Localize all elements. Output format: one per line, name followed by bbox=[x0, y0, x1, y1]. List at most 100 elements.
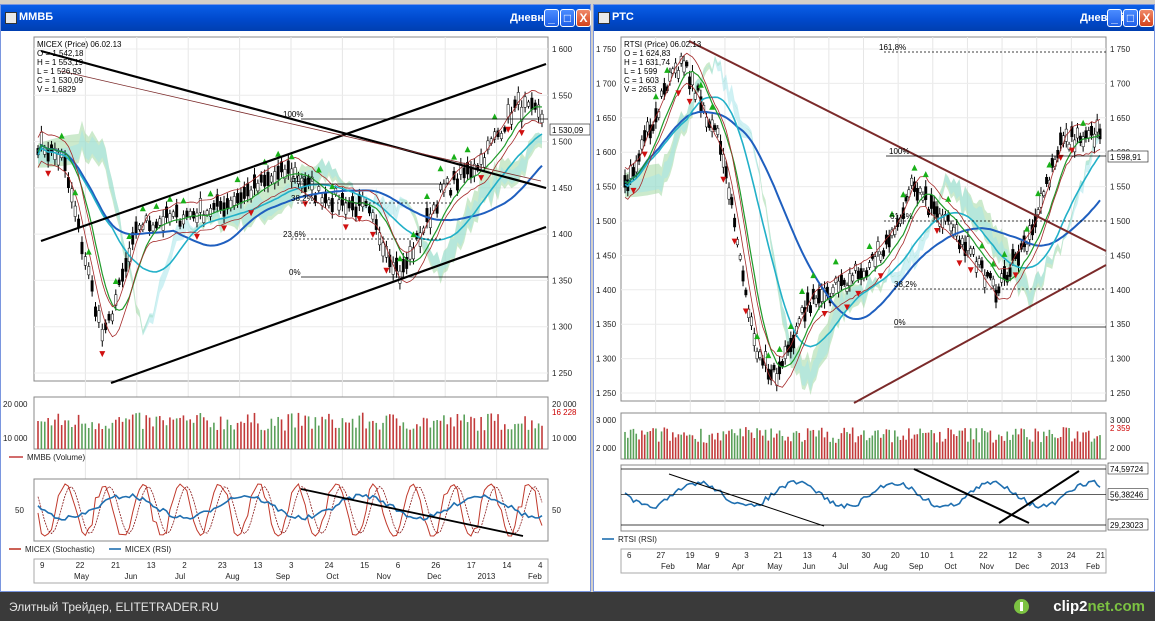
candle-body bbox=[1081, 136, 1085, 147]
price-info-line: V = 2653 bbox=[624, 85, 657, 94]
y-tick-label: 1 650 bbox=[1110, 114, 1131, 123]
left-window-title: ММВБ bbox=[19, 11, 54, 23]
trend-line bbox=[688, 40, 1107, 252]
rsi-value: 74,59724 bbox=[1110, 465, 1144, 474]
candle-body bbox=[283, 169, 287, 179]
candle-body bbox=[97, 310, 101, 323]
candle-body bbox=[422, 227, 426, 234]
candle-body bbox=[70, 188, 74, 203]
candle-body bbox=[192, 211, 196, 219]
candle-body bbox=[46, 148, 50, 162]
y-tick-label: 1 450 bbox=[596, 251, 617, 260]
time-axis-month: Dec bbox=[427, 572, 441, 581]
candle-body bbox=[300, 178, 304, 189]
candle-body bbox=[242, 187, 246, 199]
candle-body bbox=[682, 60, 686, 73]
candle-body bbox=[1090, 125, 1094, 136]
candle-body bbox=[983, 275, 987, 288]
y-tick-label: 1 350 bbox=[1110, 320, 1131, 329]
right-title-bar[interactable]: РТС Дневной _ □ X bbox=[594, 5, 1154, 31]
osc-tick-label: 50 bbox=[552, 506, 561, 515]
fractal-up-arrow bbox=[911, 164, 918, 171]
candle-body bbox=[747, 308, 751, 318]
time-axis-day: 15 bbox=[360, 561, 369, 570]
rsi-value-tag bbox=[1107, 518, 1149, 531]
fractal-up-arrow bbox=[451, 153, 458, 160]
y-tick-label: 1 550 bbox=[596, 183, 617, 192]
time-axis-day: 23 bbox=[218, 561, 227, 570]
fractal-up-arrow bbox=[139, 205, 146, 212]
candle-body bbox=[696, 85, 700, 91]
chart-window-icon bbox=[598, 12, 610, 24]
fractal-down-arrow bbox=[686, 98, 693, 105]
last-price-value: 1 598,91 bbox=[1110, 153, 1142, 162]
right-close-button[interactable]: X bbox=[1139, 9, 1154, 27]
candle-body bbox=[56, 153, 60, 166]
candle-body bbox=[276, 165, 280, 180]
candle-body bbox=[388, 254, 392, 268]
left-minimize-button[interactable]: _ bbox=[544, 9, 559, 27]
candle-body bbox=[486, 140, 490, 151]
candle-body bbox=[713, 125, 717, 130]
candle-body bbox=[750, 316, 753, 326]
fractal-up-arrow bbox=[315, 166, 322, 173]
fibonacci-level-label: 61,8% bbox=[291, 175, 314, 184]
fractal-down-arrow bbox=[731, 238, 738, 245]
fractal-up-arrow bbox=[1035, 190, 1042, 197]
fractal-down-arrow bbox=[630, 187, 637, 194]
candle-body bbox=[391, 262, 395, 275]
candle-body bbox=[249, 189, 253, 199]
price-info-line: L = 1 599 bbox=[624, 67, 658, 76]
left-close-button[interactable]: X bbox=[576, 9, 591, 27]
candle-body bbox=[114, 294, 118, 306]
micex-chart-canvas[interactable]: 1 600 1 550 1 500 1 450 1 400 1 350 1 300 1 250… bbox=[1, 31, 590, 591]
fractal-up-arrow bbox=[491, 113, 498, 120]
clip2net-logo-icon bbox=[1014, 599, 1029, 614]
candle-body bbox=[716, 127, 720, 135]
candle-body bbox=[643, 130, 647, 142]
time-axis-month: Feb bbox=[661, 562, 675, 571]
candle-body bbox=[87, 266, 91, 276]
fractal-down-arrow bbox=[193, 233, 200, 240]
time-axis-month: Nov bbox=[980, 562, 994, 571]
candle-body bbox=[727, 187, 731, 200]
status-caption: Элитный Трейдер, ELITETRADER.RU bbox=[9, 600, 219, 614]
right-maximize-button[interactable]: □ bbox=[1123, 9, 1138, 27]
y-tick-label: 1 250 bbox=[596, 389, 617, 398]
price-info-line: L = 1 526,93 bbox=[37, 67, 82, 76]
candle-body bbox=[772, 364, 776, 371]
left-title-bar[interactable]: ММВБ Дневной _ □ X bbox=[1, 5, 591, 31]
candle-body bbox=[107, 313, 111, 321]
fractal-up-arrow bbox=[396, 255, 403, 262]
candle-body bbox=[949, 223, 953, 232]
clip2net-brand[interactable]: clip2net.com bbox=[1053, 598, 1145, 615]
fractal-up-arrow bbox=[329, 183, 336, 190]
time-axis-month: 2013 bbox=[478, 572, 496, 581]
volume-tick-label: 2 000 bbox=[1110, 444, 1131, 453]
right-minimize-button[interactable]: _ bbox=[1107, 9, 1122, 27]
candle-body bbox=[516, 92, 520, 105]
left-maximize-button[interactable]: □ bbox=[560, 9, 575, 27]
micex-chart-window[interactable]: ММВБ Дневной _ □ X 1 600 1 550 1 500 1 450 1 4… bbox=[0, 4, 591, 592]
volume-tick-label: 10 000 bbox=[3, 434, 28, 443]
y-tick-label: 1 300 bbox=[596, 355, 617, 364]
candle-body bbox=[724, 166, 728, 179]
time-axis-month: May bbox=[74, 572, 89, 581]
fibonacci-level-label: 0% bbox=[894, 318, 906, 327]
candle-body bbox=[320, 197, 324, 207]
last-price-tag bbox=[1107, 150, 1149, 163]
moving-average-long bbox=[624, 110, 1101, 320]
time-axis-day: 4 bbox=[538, 561, 543, 570]
time-axis-day: 22 bbox=[979, 551, 988, 560]
volume-tick-label: 3 000 bbox=[596, 416, 617, 425]
time-axis-day: 10 bbox=[920, 551, 929, 560]
trend-line bbox=[853, 264, 1107, 404]
candle-body bbox=[168, 213, 172, 222]
trend-line bbox=[110, 225, 547, 385]
y-tick-label: 1 400 bbox=[596, 286, 617, 295]
rts-chart-window[interactable]: РТС Дневной _ □ X 1 750 1 750 1 700 1 700 1 65… bbox=[593, 4, 1155, 592]
volume-tick-label: 10 000 bbox=[552, 434, 577, 443]
fractal-down-arrow bbox=[742, 308, 749, 315]
time-axis-day: 6 bbox=[396, 561, 401, 570]
